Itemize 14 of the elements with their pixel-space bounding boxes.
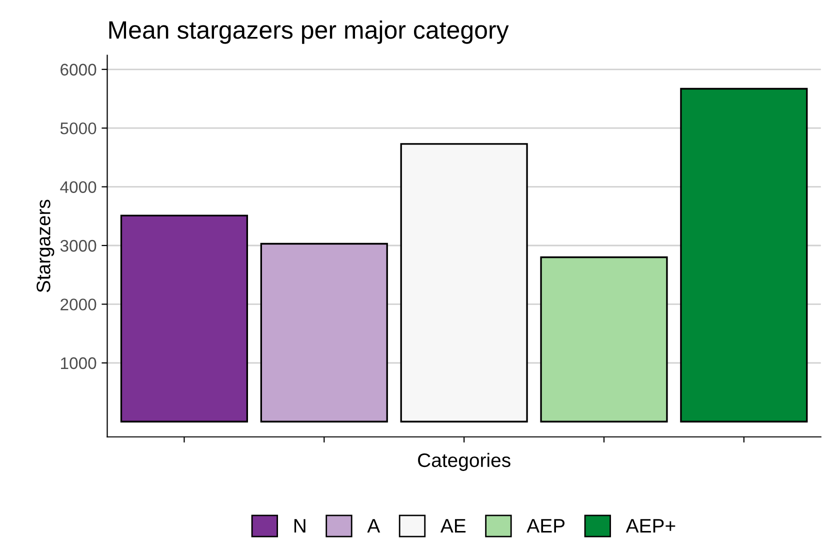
y-tick-label: 5000 bbox=[60, 122, 96, 134]
y-tick-label: 1000 bbox=[61, 357, 96, 370]
legend-label: AE bbox=[440, 519, 466, 533]
y-tick-label: 2000 bbox=[60, 298, 96, 310]
legend-label: AEP+ bbox=[626, 519, 676, 533]
y-tick-label: 3000 bbox=[60, 240, 96, 252]
legend-label: N bbox=[294, 519, 306, 533]
y-tick-label: 6000 bbox=[60, 64, 96, 76]
legend-label: A bbox=[367, 519, 380, 533]
y-axis-title: Stargazers bbox=[36, 200, 54, 292]
legend-label: AEP bbox=[526, 519, 565, 533]
chart-title: Mean stargazers per major category bbox=[109, 20, 509, 44]
x-axis-title: Categories bbox=[418, 452, 510, 471]
y-tick-label: 4000 bbox=[60, 181, 96, 193]
